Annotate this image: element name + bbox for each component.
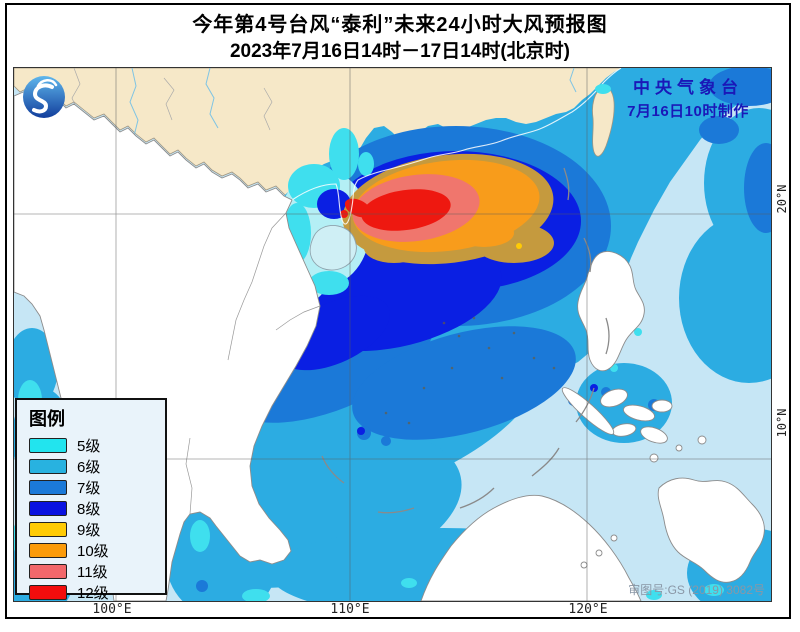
map-review-number: 审图号:GS (2019) 3082号 (628, 583, 765, 597)
wind-level-9-gold-spot (516, 243, 522, 249)
legend-label: 10级 (77, 543, 109, 560)
page-title: 今年第4号台风“泰利”未来24小时大风预报图 (192, 14, 608, 36)
legend-swatch (29, 480, 67, 495)
visayas-island (651, 399, 673, 413)
legend-swatch (29, 585, 67, 600)
wind-level-12 (340, 189, 451, 231)
legend-label: 12级 (77, 585, 109, 602)
island-speckles (384, 316, 556, 425)
legend-item: 8级 (29, 498, 165, 519)
taiwan-island (592, 84, 615, 157)
legend-item: 12级 (29, 582, 165, 603)
legend-label: 6级 (77, 459, 101, 476)
palawan-island (561, 387, 615, 435)
visayas-island (600, 388, 628, 408)
agency-block: 中央气象台 7月16日10时制作 (613, 73, 763, 121)
legend-swatch (29, 438, 67, 453)
legend-label: 7级 (77, 480, 101, 497)
lon-label-110e: 110°E (330, 602, 370, 617)
legend-label: 5级 (77, 438, 101, 455)
mindanao-island (657, 477, 765, 583)
legend-item: 7级 (29, 477, 165, 498)
visayas-island (640, 426, 668, 444)
legend-title: 图例 (29, 409, 65, 429)
legend-label: 8级 (77, 501, 101, 518)
nine-dash-line (321, 167, 610, 514)
legend-item: 10级 (29, 540, 165, 561)
legend-item: 9级 (29, 519, 165, 540)
wind-map-canvas (14, 68, 771, 601)
cma-logo-icon (21, 74, 67, 120)
legend-item: 11级 (29, 561, 165, 582)
lon-label-120e: 120°E (568, 602, 608, 617)
legend-swatch (29, 543, 67, 558)
legend-label: 11级 (77, 564, 108, 581)
legend-item: 5级 (29, 435, 165, 456)
page-subtitle: 2023年7月16日14时－17日14时(北京时) (229, 41, 571, 62)
china-coastline-overlay (291, 68, 622, 225)
outer-frame (5, 3, 791, 619)
legend-label: 9级 (77, 522, 101, 539)
legend-item: 6级 (29, 456, 165, 477)
agency-issue-time: 7月16日10时制作 (627, 103, 749, 120)
borneo-island (420, 494, 642, 601)
lat-label-10n: 10°N (775, 408, 789, 438)
legend-swatch (29, 501, 67, 516)
lon-label-100e: 100°E (92, 602, 132, 617)
luzon-island (577, 251, 645, 372)
legend-swatch (29, 522, 67, 537)
agency-name: 中央气象台 (633, 78, 743, 97)
lat-label-20n: 20°N (775, 184, 789, 214)
hainan-island (309, 225, 357, 271)
map-area: 中央气象台 7月16日10时制作 审图号:GS (2019) 3082号 图例 … (13, 67, 772, 602)
legend: 图例 5级 6级 7级 8级 9级 10级 11级 12级 (15, 398, 167, 602)
legend-swatch (29, 459, 67, 474)
visayas-island (622, 404, 656, 422)
legend-swatch (29, 564, 67, 579)
country-borders (185, 212, 321, 515)
